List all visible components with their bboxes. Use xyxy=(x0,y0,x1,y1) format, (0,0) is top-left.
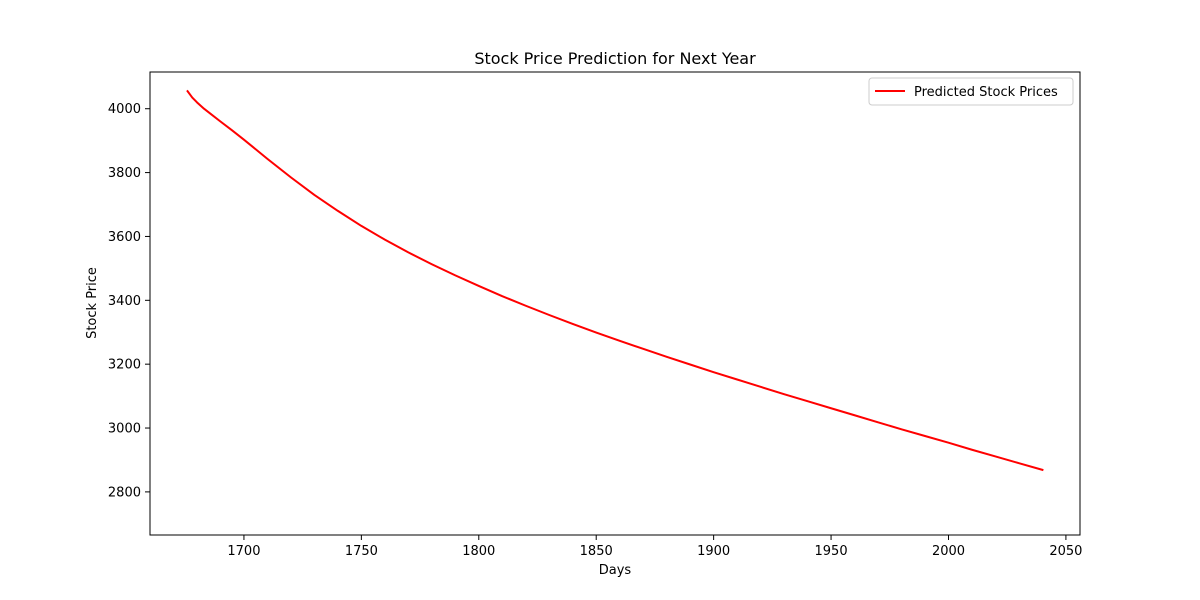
legend-box xyxy=(868,77,1074,106)
x-tick-label: 2050 xyxy=(1049,544,1082,559)
y-tick-label: 2800 xyxy=(108,485,141,500)
y-tick-label: 3200 xyxy=(108,358,141,373)
legend-label-predicted-stock-prices: Predicted Stock Prices xyxy=(914,85,1058,100)
x-tick-label: 1750 xyxy=(345,544,378,559)
x-axis-ticks: 1700 1750 1800 1850 1900 1950 2000 2050 xyxy=(227,535,1082,559)
x-axis-label: Days xyxy=(599,563,632,578)
x-tick-label: 2000 xyxy=(932,544,965,559)
x-tick-label: 1900 xyxy=(697,544,730,559)
y-tick-label: 3600 xyxy=(108,230,141,245)
y-axis-ticks: 2800 3000 3200 3400 3600 3800 4000 xyxy=(108,102,150,500)
plot-area xyxy=(149,71,1081,536)
y-tick-label: 3400 xyxy=(108,294,141,309)
y-tick-label: 4000 xyxy=(108,102,141,117)
x-tick-label: 1800 xyxy=(462,544,495,559)
series-layer xyxy=(186,89,1044,472)
y-tick-label: 3000 xyxy=(108,422,141,437)
series-line-predicted-stock-prices xyxy=(186,89,1044,472)
plot-background xyxy=(150,72,1080,535)
y-axis-label: Stock Price xyxy=(85,267,100,339)
y-tick-label: 3800 xyxy=(108,166,141,181)
x-tick-label: 1950 xyxy=(815,544,848,559)
x-tick-label: 1700 xyxy=(227,544,260,559)
x-tick-label: 1850 xyxy=(580,544,613,559)
chart-title: Stock Price Prediction for Next Year xyxy=(474,49,756,68)
legend: Predicted Stock Prices xyxy=(868,77,1074,106)
plot-frame xyxy=(149,71,1081,536)
